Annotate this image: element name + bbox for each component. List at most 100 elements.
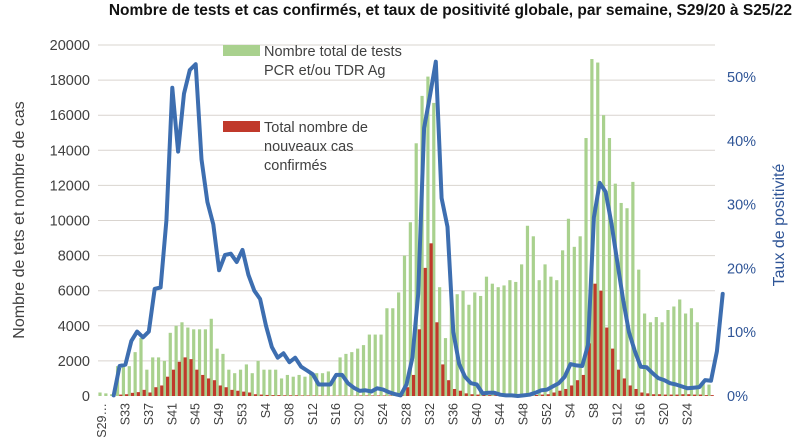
y-axis-left: 0 2000 4000 6000 8000 10000 12000 14000 16000 180… [50,38,90,405]
cases-bar [482,394,486,396]
tests-bar [98,392,102,396]
cases-bar [283,395,287,396]
cases-bar [242,391,246,396]
cases-bar [365,395,369,396]
cases-bar [570,385,574,396]
cases-bar [212,380,217,396]
tests-bar [520,264,524,396]
x-tick-label: S53 [236,403,250,425]
tests-bar [426,76,430,396]
tests-bar [279,378,284,396]
x-tick-label: S24 [376,403,390,425]
y2-tick-label: 10% [727,325,756,341]
y-tick-label: 16000 [50,108,90,124]
tests-bar [625,208,629,396]
y-tick-label: 14000 [50,143,90,159]
tests-bar [613,183,617,396]
tests-bar [297,374,301,396]
cases-bar [675,394,679,396]
x-tick-label: S40 [470,403,484,425]
cases-bar [552,392,556,396]
cases-bar [704,395,708,396]
cases-bar [447,380,451,396]
y2-tick-label: 0% [727,389,748,405]
tests-bar [332,378,336,396]
legend: Nombre total de tests PCR et/ou TDR Ag To… [223,44,402,174]
tests-bar [110,394,114,396]
tests-bar [654,317,658,396]
tests-bar [238,369,243,396]
tests-bar [174,325,178,396]
tests-bar [525,225,530,396]
y2-tick-label: 20% [727,261,756,277]
x-tick-label: S20 [657,403,671,425]
cases-bar [640,392,644,396]
cases-bar [142,389,146,396]
legend-label-tests: Nombre total de tests PCR et/ou TDR Ag [264,44,402,79]
cases-bar [652,394,656,396]
legend-swatch-tests [223,45,260,56]
cases-bar [277,395,281,396]
cases-bar [207,378,211,396]
tests-bar [250,373,254,396]
x-tick-label: S8 [587,403,601,418]
tests-bar [678,299,682,396]
legend-label-cases: Total nombre de nouveaux cas confirmés [264,120,368,174]
tests-bar [104,393,108,396]
cases-bar [599,290,603,396]
y-axis-right: 0% 10% 20% 30% 40% 50% [727,70,756,405]
tests-bar [156,357,161,396]
y-tick-label: 18000 [50,73,90,89]
cases-bar [488,395,492,396]
tests-bar [233,373,237,396]
tests-bar [408,222,412,396]
cases-bar [148,392,152,396]
tests-bar [701,381,705,396]
cases-bar [546,394,550,396]
cases-bar [318,395,322,396]
tests-bar [549,276,553,396]
tests-bar [274,369,278,396]
tests-bar [695,322,699,396]
tests-bar [490,283,494,396]
cases-bar [693,394,697,396]
cases-bar [259,394,263,396]
tests-bar [666,310,670,396]
cases-bar [681,394,685,396]
cases-bar [236,390,240,396]
x-tick-label: S4 [564,403,578,418]
tests-bar [133,352,137,396]
tests-bar [596,62,600,397]
tests-bar [192,329,196,396]
tests-bar [256,360,260,396]
tests-bar [209,318,213,396]
cases-bar [195,369,199,396]
tests-bar [145,369,149,396]
positivity-line-group [111,59,725,398]
tests-bar [502,285,506,396]
tests-bar [162,360,167,396]
legend-swatch-cases [223,121,260,132]
tests-bar [285,374,289,396]
tests-bar [379,334,383,396]
x-tick-label: S49 [212,403,226,425]
cases-bar [306,395,310,396]
x-tick-label: S12 [610,403,624,425]
tests-bar [672,306,676,396]
cases-bar [119,394,123,396]
cases-bar [154,387,158,396]
cases-bar [247,392,252,396]
tests-bar [414,143,418,396]
tests-bar [186,327,190,396]
tests-bar [648,322,653,396]
tests-bar [484,276,489,396]
tests-bar [572,246,576,396]
y-tick-label: 4000 [58,319,90,335]
y-tick-label: 10000 [50,214,90,230]
cases-bar [359,395,363,396]
cases-bar [189,359,193,396]
x-tick-label: S37 [142,403,156,425]
tests-bars [98,59,711,397]
tests-bar [356,348,360,396]
